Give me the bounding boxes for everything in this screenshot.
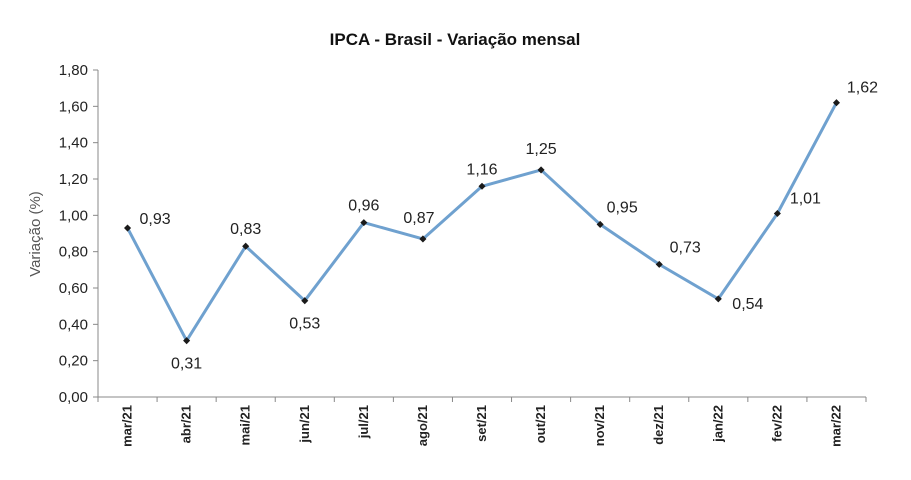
y-tick-label: 1,60 <box>59 98 88 115</box>
data-label: 0,95 <box>607 199 638 216</box>
x-tick-label: mar/22 <box>828 405 843 447</box>
x-tick-label: jan/22 <box>710 405 725 443</box>
data-point <box>124 224 132 232</box>
y-tick-label: 0,20 <box>59 353 88 370</box>
data-label: 0,96 <box>348 198 379 215</box>
y-tick-label: 0,60 <box>59 280 88 297</box>
data-label: 0,54 <box>732 296 763 313</box>
y-tick-label: 1,40 <box>59 135 88 152</box>
data-label: 1,16 <box>466 161 497 178</box>
data-label: 1,62 <box>847 80 878 97</box>
y-ticks: 0,00 0,20 0,40 0,60 0,80 1,00 1,20 1,40 1,60 1,80 <box>59 62 98 406</box>
x-tick-label: jun/21 <box>297 405 312 444</box>
x-tick-label: out/21 <box>533 405 548 443</box>
data-point <box>419 235 427 243</box>
x-tick-label: dez/21 <box>651 405 666 445</box>
x-tick-label: jul/21 <box>356 405 371 439</box>
data-point <box>596 220 604 228</box>
x-tick-label: mai/21 <box>238 405 253 445</box>
data-label: 0,93 <box>140 211 171 228</box>
data-label: 0,87 <box>403 210 434 227</box>
x-ticks: mar/21 abr/21 mai/21 jun/21 jul/21 ago/21 set/… <box>97 397 867 447</box>
data-label: 1,01 <box>790 191 821 208</box>
y-tick-label: 0,00 <box>59 389 88 406</box>
x-tick-label: set/21 <box>474 405 489 442</box>
data-labels: 0,93 0,31 0,83 0,53 0,96 0,87 1,16 1,25 0,95 0,73… <box>140 80 879 373</box>
data-point <box>832 99 840 107</box>
data-point <box>714 295 722 303</box>
data-label: 0,73 <box>670 239 701 256</box>
data-point <box>537 166 545 174</box>
x-tick-label: ago/21 <box>415 405 430 446</box>
data-point <box>360 219 368 227</box>
chart-title: IPCA - Brasil - Variação mensal <box>330 30 581 49</box>
data-label: 0,31 <box>171 356 202 373</box>
x-tick-label: nov/21 <box>592 405 607 446</box>
y-axis-label: Variação (%) <box>27 191 44 277</box>
y-tick-label: 1,00 <box>59 207 88 224</box>
data-point <box>655 260 663 268</box>
data-point <box>301 297 309 305</box>
data-label: 0,53 <box>289 316 320 333</box>
y-tick-label: 0,80 <box>59 244 88 261</box>
x-tick-label: abr/21 <box>179 405 194 443</box>
data-point <box>478 182 486 190</box>
y-tick-label: 1,80 <box>59 62 88 79</box>
y-tick-label: 1,20 <box>59 171 88 188</box>
x-tick-label: fev/22 <box>769 405 784 442</box>
data-point <box>183 337 191 345</box>
data-point <box>773 209 781 218</box>
series-line-group <box>124 99 840 345</box>
x-tick-label: mar/21 <box>120 405 135 447</box>
axes <box>97 70 866 398</box>
data-point <box>242 242 250 250</box>
y-tick-label: 0,40 <box>59 316 88 333</box>
data-label: 0,83 <box>230 221 261 238</box>
data-label: 1,25 <box>526 141 557 158</box>
